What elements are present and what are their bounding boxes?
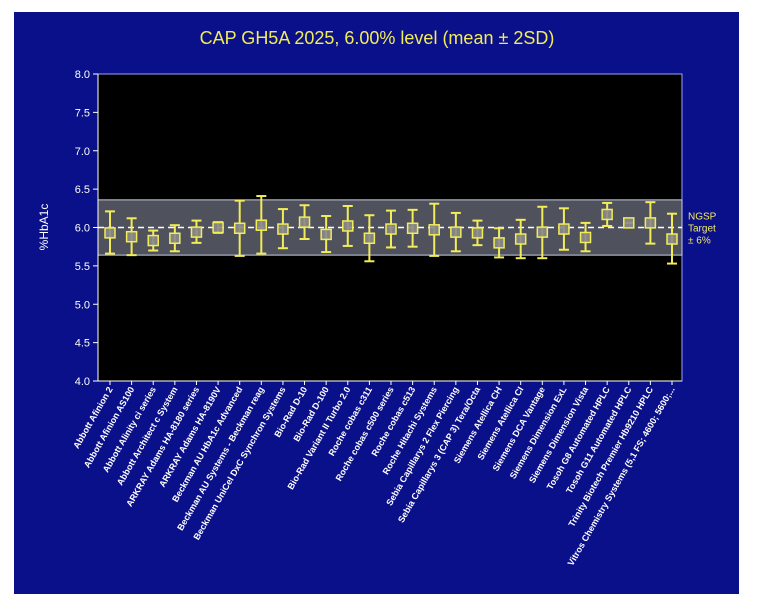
mean-marker <box>212 221 224 234</box>
mean-marker <box>450 226 462 238</box>
y-tick-label: 5.0 <box>75 299 90 311</box>
y-tick-label: 8.0 <box>75 69 90 81</box>
y-tick-label: 6.0 <box>75 223 90 235</box>
y-tick-label: 4.5 <box>75 338 90 350</box>
mean-marker <box>471 227 484 239</box>
error-bar-point <box>579 221 592 385</box>
error-bar-point <box>212 221 224 385</box>
y-tick-label: 5.5 <box>75 261 90 273</box>
mean-marker <box>342 220 354 232</box>
y-tick-label: 6.5 <box>75 184 90 196</box>
mean-marker <box>666 233 678 245</box>
error-bar-point <box>623 217 635 385</box>
mean-marker <box>363 232 376 244</box>
error-bar-point <box>363 214 376 385</box>
y-tick-label: 4.0 <box>75 376 90 388</box>
band-label: Target <box>688 224 716 235</box>
error-bar-point <box>428 202 440 385</box>
error-bar-point <box>666 212 678 385</box>
mean-marker <box>644 217 657 229</box>
error-bar-point <box>277 208 289 385</box>
y-axis-label: %HbA1c <box>37 204 51 251</box>
mean-marker <box>514 233 527 245</box>
slide-background: CAP GH5A 2025, 6.00% level (mean ± 2SD) … <box>14 12 739 594</box>
mean-marker <box>169 232 181 244</box>
mean-marker <box>406 222 419 235</box>
chart-title: CAP GH5A 2025, 6.00% level (mean ± 2SD) <box>200 28 555 48</box>
band-label: NGSP <box>688 212 717 223</box>
y-tick-label: 7.0 <box>75 146 90 158</box>
mean-marker <box>320 228 332 241</box>
error-bar-point <box>342 205 354 385</box>
mean-marker <box>147 234 159 247</box>
error-bar-point <box>169 224 181 385</box>
mean-marker <box>601 208 613 221</box>
mean-marker <box>233 222 246 235</box>
error-bar-point <box>320 214 332 385</box>
mean-marker <box>428 224 440 236</box>
error-bar-point <box>104 210 116 385</box>
error-bar-point <box>233 199 246 385</box>
error-bar-point <box>514 218 527 385</box>
mean-marker <box>190 226 203 238</box>
error-bar-point <box>125 217 138 385</box>
mean-marker <box>493 237 505 249</box>
error-bar-point <box>190 219 203 385</box>
mean-marker <box>255 219 268 231</box>
error-bar-point <box>147 229 159 385</box>
chart: CAP GH5A 2025, 6.00% level (mean ± 2SD) … <box>37 28 717 567</box>
error-bar-point <box>644 201 657 385</box>
mean-marker <box>298 216 311 228</box>
error-bar-point <box>255 195 268 385</box>
mean-marker <box>623 217 635 229</box>
mean-marker <box>277 223 289 235</box>
error-bar-point <box>406 208 419 385</box>
error-bar-point <box>471 219 484 385</box>
error-bar-point <box>450 211 462 385</box>
mean-marker <box>536 226 549 238</box>
error-bar-point <box>385 209 397 385</box>
error-bar-point <box>493 227 505 385</box>
mean-marker <box>558 223 570 235</box>
error-bar-point <box>536 205 549 385</box>
mean-marker <box>104 227 116 239</box>
error-bar-point <box>601 201 613 385</box>
mean-marker <box>385 223 397 235</box>
y-tick-label: 7.5 <box>75 107 90 119</box>
error-bar-point <box>558 207 570 385</box>
band-label: ± 6% <box>688 236 711 247</box>
mean-marker <box>579 231 592 244</box>
mean-marker <box>125 230 138 243</box>
error-bar-point <box>298 204 311 385</box>
